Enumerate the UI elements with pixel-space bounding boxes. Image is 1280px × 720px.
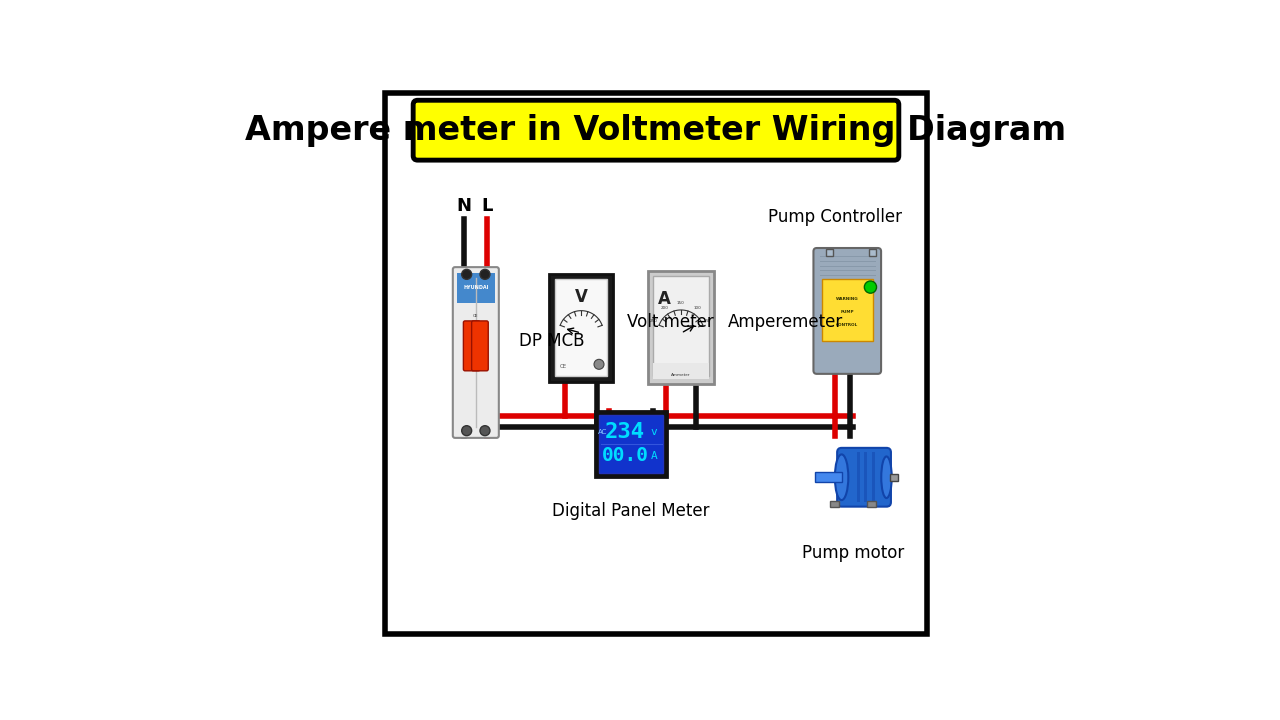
Text: Pump Controller: Pump Controller: [768, 208, 902, 226]
Bar: [864, 452, 867, 503]
Circle shape: [480, 269, 490, 279]
Text: V: V: [575, 288, 588, 306]
FancyBboxPatch shape: [463, 321, 480, 371]
Bar: [549, 274, 613, 382]
Text: 00.0: 00.0: [602, 446, 649, 465]
Text: HYUNDAI: HYUNDAI: [463, 285, 489, 290]
Text: Ammeter: Ammeter: [671, 373, 691, 377]
Text: Ampere meter in Voltmeter Wiring Diagram: Ampere meter in Voltmeter Wiring Diagram: [246, 114, 1066, 147]
Text: L: L: [481, 197, 493, 215]
Circle shape: [462, 426, 471, 436]
Circle shape: [594, 359, 604, 369]
FancyBboxPatch shape: [471, 321, 488, 371]
Text: Pump motor: Pump motor: [801, 544, 904, 562]
Text: 200: 200: [660, 306, 669, 310]
Text: CE: CE: [474, 314, 479, 318]
Text: Digital Panel Meter: Digital Panel Meter: [552, 503, 710, 520]
Text: 150: 150: [677, 301, 685, 305]
FancyBboxPatch shape: [453, 267, 499, 438]
Text: A: A: [658, 290, 671, 308]
Text: CE: CE: [559, 364, 567, 369]
Text: N: N: [457, 197, 471, 215]
Bar: [829, 501, 838, 507]
FancyBboxPatch shape: [385, 93, 927, 634]
Text: v: v: [650, 427, 658, 437]
FancyBboxPatch shape: [814, 248, 881, 374]
FancyBboxPatch shape: [413, 100, 899, 160]
Bar: [826, 249, 833, 256]
Text: A: A: [650, 451, 658, 461]
Bar: [872, 452, 874, 503]
Text: 250: 250: [650, 318, 658, 323]
Bar: [653, 276, 709, 376]
FancyBboxPatch shape: [837, 448, 891, 507]
Bar: [599, 415, 663, 473]
Bar: [867, 501, 876, 507]
Circle shape: [480, 426, 490, 436]
Bar: [815, 472, 842, 482]
Circle shape: [864, 281, 877, 293]
Ellipse shape: [881, 456, 892, 498]
Text: DP MCB: DP MCB: [518, 333, 584, 351]
Bar: [554, 279, 608, 376]
Text: Amperemeter: Amperemeter: [728, 313, 844, 331]
Bar: [653, 363, 709, 379]
Bar: [457, 273, 495, 302]
Bar: [890, 474, 897, 480]
Text: PUMP: PUMP: [841, 310, 854, 314]
Text: WARNING: WARNING: [836, 297, 859, 301]
Bar: [869, 249, 876, 256]
Bar: [648, 271, 714, 384]
Text: 100: 100: [694, 306, 701, 310]
Text: CONTROL: CONTROL: [836, 323, 859, 327]
Text: AC: AC: [598, 429, 607, 435]
Text: 234: 234: [605, 422, 645, 442]
Bar: [595, 410, 667, 477]
Text: Volt meter: Volt meter: [627, 313, 714, 331]
Bar: [822, 279, 873, 341]
Ellipse shape: [835, 454, 849, 500]
Text: 50: 50: [705, 318, 710, 323]
Bar: [856, 452, 860, 503]
Circle shape: [462, 269, 471, 279]
